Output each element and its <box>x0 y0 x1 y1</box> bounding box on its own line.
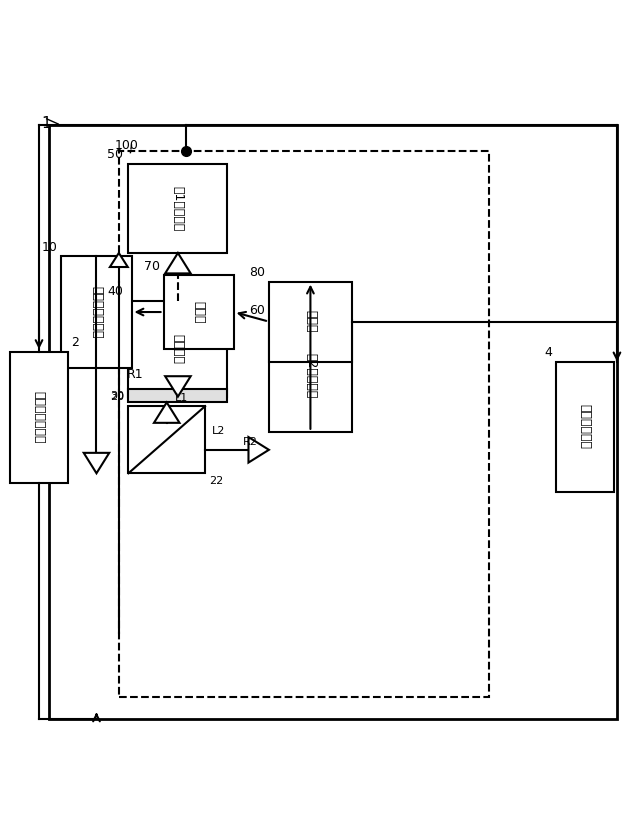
Polygon shape <box>165 253 191 273</box>
Text: 第1光検出部: 第1光検出部 <box>172 185 184 231</box>
Bar <box>10 352 68 483</box>
Text: ガスセル: ガスセル <box>172 334 184 364</box>
Text: 中心波長制御部: 中心波長制御部 <box>33 391 45 443</box>
Bar <box>556 361 614 493</box>
Text: 制御部: 制御部 <box>304 310 317 333</box>
Text: 40: 40 <box>108 285 124 298</box>
Bar <box>49 125 617 719</box>
Bar <box>129 389 227 402</box>
Text: R2: R2 <box>243 437 259 447</box>
Text: 80: 80 <box>249 266 265 279</box>
Bar <box>129 406 205 473</box>
Text: 面発光レーザー: 面発光レーザー <box>90 286 103 339</box>
Polygon shape <box>84 453 109 473</box>
Text: 駆動部: 駆動部 <box>192 301 205 323</box>
Text: 50: 50 <box>108 148 124 161</box>
Bar <box>119 151 489 696</box>
Text: L2: L2 <box>211 426 225 436</box>
Text: 2: 2 <box>72 336 79 349</box>
Text: 10: 10 <box>42 241 58 254</box>
Text: 1: 1 <box>42 116 51 132</box>
Bar <box>164 276 234 349</box>
Polygon shape <box>165 376 191 396</box>
Text: R1: R1 <box>127 368 143 380</box>
Text: 30: 30 <box>111 391 125 401</box>
Text: 22: 22 <box>209 476 223 486</box>
Polygon shape <box>248 437 269 463</box>
Text: L1: L1 <box>174 393 188 403</box>
Bar <box>269 320 352 432</box>
Text: 第2光検出部: 第2光検出部 <box>304 353 317 399</box>
Text: 70: 70 <box>144 260 160 272</box>
Text: 20: 20 <box>111 392 125 402</box>
Bar <box>129 163 227 253</box>
Bar <box>129 301 227 396</box>
Polygon shape <box>154 402 179 423</box>
Polygon shape <box>110 253 128 267</box>
Bar <box>269 282 352 361</box>
Text: 高周波制御部: 高周波制御部 <box>579 405 591 449</box>
Text: 100: 100 <box>115 139 138 153</box>
Bar <box>61 256 132 368</box>
Text: 4: 4 <box>545 346 552 359</box>
Text: 60: 60 <box>249 304 265 318</box>
